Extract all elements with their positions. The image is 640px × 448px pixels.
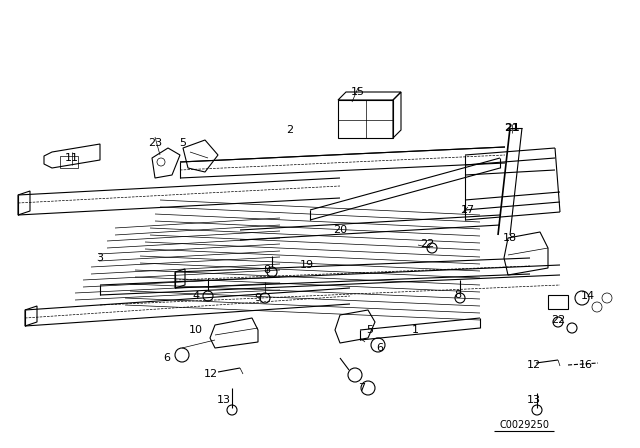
Text: 12: 12 <box>204 369 218 379</box>
Text: 15: 15 <box>351 87 365 97</box>
Text: 4: 4 <box>193 291 200 301</box>
Text: 23: 23 <box>148 138 162 148</box>
Text: 7: 7 <box>358 383 365 393</box>
Text: 22: 22 <box>420 239 434 249</box>
Text: 9: 9 <box>255 293 262 303</box>
Text: 22: 22 <box>551 315 565 325</box>
Text: 10: 10 <box>189 325 203 335</box>
Bar <box>548 295 568 309</box>
Text: 11: 11 <box>65 153 79 163</box>
Text: 8: 8 <box>454 290 461 300</box>
Text: 2: 2 <box>287 125 294 135</box>
Text: 17: 17 <box>461 205 475 215</box>
Text: C0029250: C0029250 <box>499 420 549 430</box>
Text: 13: 13 <box>527 395 541 405</box>
Text: 21: 21 <box>504 123 520 133</box>
Text: 8: 8 <box>264 265 271 275</box>
Text: 3: 3 <box>97 253 104 263</box>
Text: 12: 12 <box>527 360 541 370</box>
Bar <box>60 156 78 168</box>
Text: 5: 5 <box>179 138 186 148</box>
Text: 19: 19 <box>300 260 314 270</box>
Text: 6: 6 <box>163 353 170 363</box>
Text: 5: 5 <box>367 325 374 335</box>
Text: 16: 16 <box>579 360 593 370</box>
Text: 6: 6 <box>376 343 383 353</box>
Text: 13: 13 <box>217 395 231 405</box>
Text: 20: 20 <box>333 225 347 235</box>
Bar <box>338 100 393 138</box>
Text: 1: 1 <box>412 325 419 335</box>
Text: 14: 14 <box>581 291 595 301</box>
Text: 18: 18 <box>503 233 517 243</box>
